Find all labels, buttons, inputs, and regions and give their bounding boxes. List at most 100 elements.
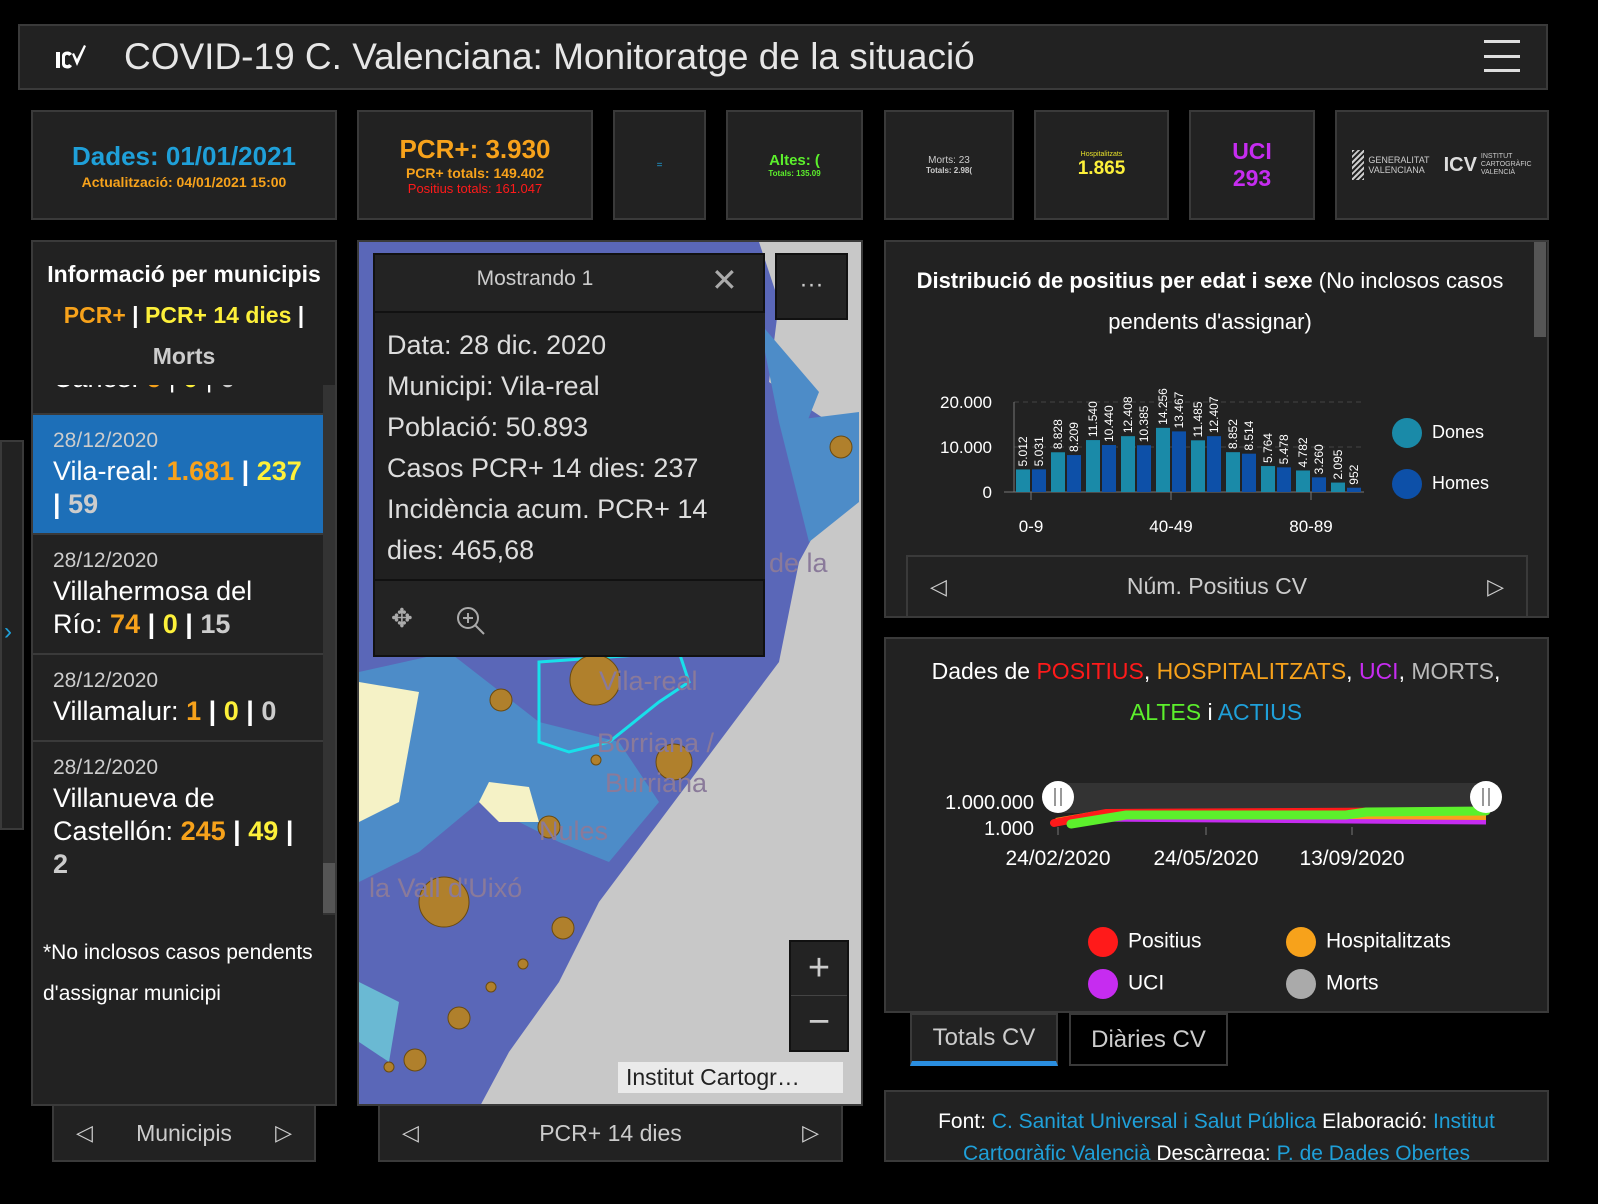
municipis-note: *No inclosos casos pendents d'assignar m… xyxy=(43,941,313,1005)
hosp-card: Hospitalitzats 1.865 xyxy=(1034,110,1169,220)
map-popup: Mostrando 1 ✕ Data: 28 dic. 2020 Municip… xyxy=(373,253,765,657)
pan-icon[interactable]: ✥ xyxy=(391,603,413,633)
x-tick-label: 0-9 xyxy=(1019,517,1044,536)
bar-dones xyxy=(1331,482,1345,492)
legend-label: UCI xyxy=(1128,971,1165,995)
range-handle-start[interactable] xyxy=(1042,781,1074,813)
age-chart-nav: ◁ Núm. Positius CV ▷ xyxy=(906,555,1528,618)
age-chart-title: Distribució de positius per edat i sexe xyxy=(916,268,1313,293)
bar-homes xyxy=(1137,445,1151,492)
hamburger-icon[interactable] xyxy=(1484,40,1520,72)
item-pcr14: 0 xyxy=(183,385,198,393)
next-arrow-icon[interactable]: ▷ xyxy=(802,1120,819,1145)
item-date: 28/12/2020 xyxy=(53,669,159,692)
title-part: MORTS xyxy=(1411,658,1494,684)
legend-uci: UCI xyxy=(1088,969,1164,999)
data-label: 10.440 xyxy=(1102,405,1116,442)
tab-totals-cv[interactable]: Totals CV xyxy=(910,1013,1058,1066)
item-morts: 15 xyxy=(200,609,231,639)
legend-label: Morts xyxy=(1326,971,1379,995)
data-label: 8.852 xyxy=(1226,419,1240,449)
bar-dones xyxy=(1191,440,1205,492)
popup-line: Població: 50.893 xyxy=(387,412,589,442)
credits-footer: Font: C. Sanitat Universal i Salut Públi… xyxy=(884,1090,1549,1162)
timeseries-chart[interactable]: 1.000.000 1.000 24/02/2020 24/05/2020 13/09/… xyxy=(886,759,1546,879)
item-name: Canes: xyxy=(53,385,139,393)
legend-label: Positius xyxy=(1128,929,1202,953)
page-title: COVID-19 C. Valenciana: Monitoratge de l… xyxy=(124,36,975,77)
handle-grip-icon xyxy=(1060,788,1062,806)
range-handle-end[interactable] xyxy=(1470,781,1502,813)
item-morts: 2 xyxy=(53,849,69,879)
bar-homes xyxy=(1347,487,1361,492)
title-part: POSITIUS xyxy=(1036,658,1144,684)
popup-line: Casos PCR+ 14 dies: 237 xyxy=(387,453,699,483)
municipis-list[interactable]: Canes: 6 | 0 | 0 28/12/2020 Vila-real: 1.… xyxy=(33,385,323,915)
tab-diaries-cv[interactable]: Diàries CV xyxy=(1069,1013,1228,1066)
list-item[interactable]: 28/12/2020 Villamalur: 1 | 0 | 0 xyxy=(33,655,323,742)
prev-arrow-icon[interactable]: ◁ xyxy=(402,1120,419,1145)
legend-morts: Morts xyxy=(152,343,216,369)
bar-homes xyxy=(1102,445,1116,492)
nav-label: Núm. Positius CV xyxy=(1126,573,1308,599)
close-icon[interactable]: ✕ xyxy=(711,262,738,298)
next-arrow-icon[interactable]: ▷ xyxy=(275,1120,292,1145)
title-part: HOSPITALITZATS xyxy=(1156,658,1347,684)
bar-dones xyxy=(1121,436,1135,492)
item-pcr14: 0 xyxy=(223,696,239,726)
y-tick-label: 0 xyxy=(983,483,992,502)
item-pcr: 1 xyxy=(186,696,202,726)
age-chart-panel: Distribució de positius per edat i sexe … xyxy=(884,240,1549,618)
zoom-in-button[interactable]: + xyxy=(791,942,847,996)
zoom-to-icon[interactable] xyxy=(455,605,487,637)
popup-line: Municipi: Vila-real xyxy=(387,371,600,401)
title-part: Dades de xyxy=(931,658,1037,684)
x-tick-label: 40-49 xyxy=(1149,517,1192,536)
list-item[interactable]: Canes: 6 | 0 | 0 xyxy=(33,385,323,415)
list-item-selected[interactable]: 28/12/2020 Vila-real: 1.681 | 237 | 59 xyxy=(33,415,323,535)
map-label-dela: de la xyxy=(769,548,829,578)
date-card: Dades: 01/01/2021 Actualització: 04/01/2… xyxy=(31,110,337,220)
icv-mark-icon: ICV xyxy=(1443,153,1477,176)
list-item[interactable]: 28/12/2020 Villahermosa del Río: 74 | 0 |… xyxy=(33,535,323,655)
elab-link[interactable]: Institut Cartogràfic Valencià xyxy=(962,1110,1495,1162)
map-attribution[interactable]: Institut Cartogr… xyxy=(618,1062,843,1093)
app-header: COVID-19 C. Valenciana: Monitoratge de l… xyxy=(18,24,1548,90)
popup-title: Mostrando 1 xyxy=(476,267,594,290)
hosp-value: 1.865 xyxy=(1077,157,1126,179)
bar-dones xyxy=(1086,440,1100,492)
hosp-label: Hospitalitzats xyxy=(1080,150,1123,158)
timeseries-panel: Dades de POSITIUS, HOSPITALITZATS, UCI, … xyxy=(884,637,1549,1013)
title-part: ACTIUS xyxy=(1217,699,1303,725)
map-label-burriana: Burriana xyxy=(605,768,708,798)
legend-positius: Positius xyxy=(1088,927,1202,957)
side-panel-toggle[interactable]: › xyxy=(0,440,24,830)
list-scrollbar[interactable] xyxy=(323,385,335,915)
nav-label: PCR+ 14 dies xyxy=(539,1119,682,1146)
uci-card: UCI 293 xyxy=(1189,110,1315,220)
item-morts: 0 xyxy=(220,385,235,393)
font-link[interactable]: C. Sanitat Universal i Salut Pública xyxy=(991,1110,1317,1133)
uci-value: 293 xyxy=(1232,165,1272,191)
list-item[interactable]: 28/12/2020 Villanueva de Castellón: 245 |… xyxy=(33,742,323,893)
icv-line3: VALENCIÀ xyxy=(1480,169,1516,176)
next-arrow-icon[interactable]: ▷ xyxy=(1487,573,1504,599)
item-pcr14: 0 xyxy=(162,609,178,639)
bar-homes xyxy=(1067,455,1081,492)
bar-dones xyxy=(1156,427,1170,492)
item-pcr: 6 xyxy=(146,385,161,393)
map-nav: ◁ PCR+ 14 dies ▷ xyxy=(378,1104,843,1162)
prev-arrow-icon[interactable]: ◁ xyxy=(76,1120,93,1145)
desc-link[interactable]: P. de Dades Obertes xyxy=(1276,1142,1471,1162)
positives-totals: Positius totals: 161.047 xyxy=(407,181,543,196)
zoom-out-button[interactable]: − xyxy=(807,1001,831,1043)
prev-arrow-icon[interactable]: ◁ xyxy=(930,573,947,599)
more-options-button[interactable]: ··· xyxy=(775,253,848,320)
legend-swatch xyxy=(1392,418,1422,448)
popup-line: Incidència acum. PCR+ 14 dies: 465,68 xyxy=(387,494,708,565)
map-label-borriana: Borriana / xyxy=(597,728,715,758)
zoom-control: + − xyxy=(789,940,849,1052)
age-chart-subtitle: (No inclosos casos pendents d'assignar) xyxy=(1108,268,1504,334)
panel-scrollbar[interactable] xyxy=(1534,242,1546,337)
item-pcr14: 49 xyxy=(248,816,279,846)
